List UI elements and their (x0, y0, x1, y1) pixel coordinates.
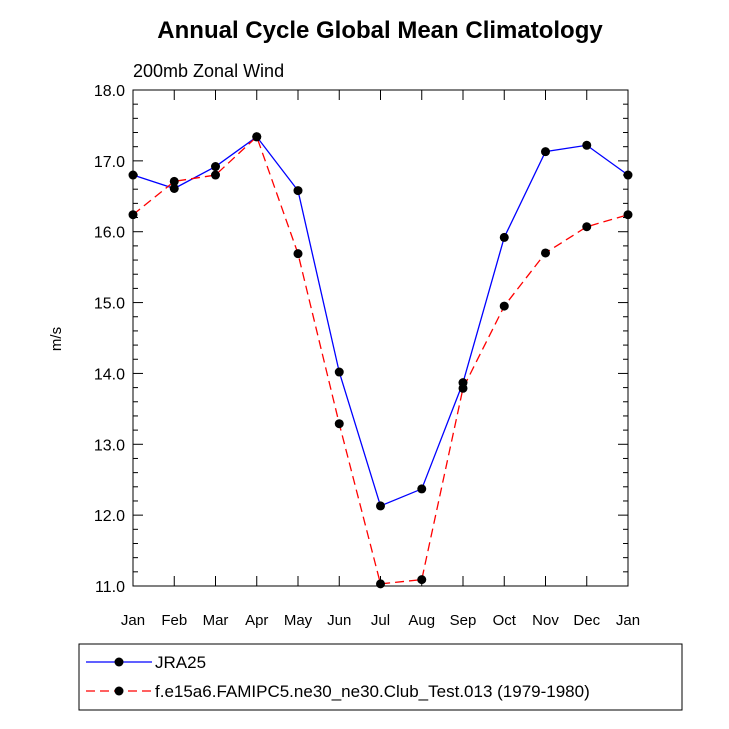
data-point-series-0 (499, 232, 509, 242)
data-point-series-0 (376, 501, 385, 511)
data-point-series-0 (169, 183, 179, 193)
legend-label-jra25: JRA25 (155, 653, 206, 672)
x-tick-label: Jun (327, 612, 351, 629)
legend-label-model: f.e15a6.FAMIPC5.ne30_ne30.Club_Test.013 … (155, 682, 590, 701)
data-point-series-0 (334, 367, 344, 377)
data-point-series-0 (541, 147, 550, 157)
x-tick-label: Nov (532, 612, 559, 629)
x-tick-label: May (284, 612, 313, 629)
legend-box (78, 643, 683, 711)
x-tick-label: Jul (371, 612, 390, 629)
data-point-series-1 (334, 419, 344, 429)
y-tick-label: 18.0 (94, 83, 125, 100)
data-point-series-1 (541, 248, 550, 258)
legend: JRA25 f.e15a6.FAMIPC5.ne30_ne30.Club_Tes… (78, 643, 683, 711)
y-tick-label: 15.0 (94, 296, 125, 313)
x-tick-label: Aug (408, 612, 435, 629)
data-point-series-1 (499, 301, 509, 311)
x-tick-label: Jan (616, 612, 640, 629)
x-tick-label: Mar (203, 612, 229, 629)
data-point-series-1 (169, 176, 179, 186)
y-axis-label: m/s (48, 327, 65, 351)
series-line-0 (132, 135, 629, 507)
y-tick-label: 12.0 (94, 508, 125, 525)
data-point-series-1 (582, 222, 592, 232)
data-point-series-0 (293, 186, 303, 196)
x-tick-label: Sep (450, 612, 477, 629)
y-tick-label: 14.0 (94, 366, 125, 383)
x-tick-label: Dec (573, 612, 600, 629)
x-tick-label: Jan (121, 612, 145, 629)
data-point-series-1 (293, 249, 303, 259)
x-tick-label: Feb (161, 612, 187, 629)
y-tick-label: 17.0 (94, 154, 125, 171)
tick-labels: 11.0 12.0 13.0 14.0 15.0 16.0 17.0 18.0 Jan Feb Ma… (94, 83, 640, 629)
y-tick-label: 13.0 (94, 437, 125, 454)
axis-ticks (132, 89, 629, 587)
data-point-series-1 (252, 132, 262, 142)
data-point-series-0 (211, 162, 220, 172)
legend-marker-jra25 (114, 657, 124, 667)
data-point-series-1 (376, 579, 385, 589)
data-point-series-1 (211, 170, 220, 180)
legend-marker-model (114, 686, 124, 696)
chart-subtitle: 200mb Zonal Wind (133, 61, 284, 81)
data-point-series-1 (458, 383, 468, 393)
data-point-series-0 (417, 484, 427, 494)
x-tick-label: Apr (245, 612, 268, 629)
series-line-1 (132, 135, 629, 585)
y-tick-label: 11.0 (95, 579, 125, 596)
chart-title: Annual Cycle Global Mean Climatology (157, 17, 603, 44)
x-tick-label: Oct (493, 612, 517, 629)
data-point-series-1 (417, 575, 427, 585)
data-point-series-0 (582, 140, 592, 150)
plot-frame (132, 89, 629, 587)
series-lines (132, 135, 629, 585)
y-tick-label: 16.0 (94, 225, 125, 242)
series-markers (128, 132, 633, 589)
